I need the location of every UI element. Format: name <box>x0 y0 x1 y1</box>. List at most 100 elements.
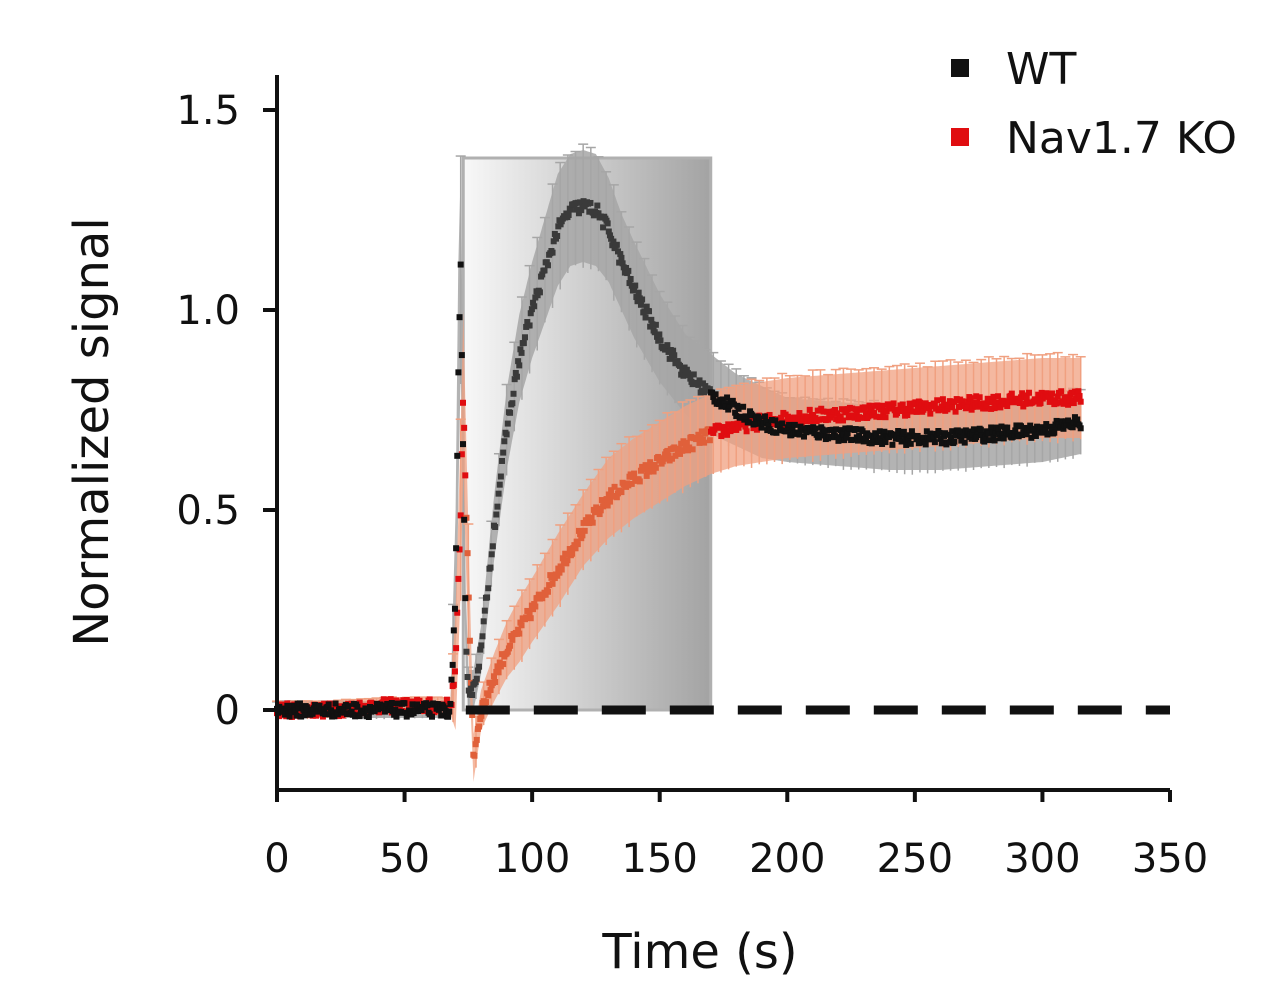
data-point-ko <box>416 697 423 704</box>
data-point-ko <box>866 402 873 409</box>
data-point-ko <box>750 425 757 432</box>
data-point-wt <box>842 425 849 432</box>
data-point-wt <box>937 435 944 442</box>
data-point-wt <box>488 551 495 558</box>
data-point-ko <box>920 406 927 413</box>
data-point-ko <box>562 550 569 557</box>
data-point-ko <box>868 405 875 412</box>
data-point-wt <box>520 340 527 347</box>
data-point-wt <box>986 437 993 444</box>
data-point-wt <box>996 431 1003 438</box>
data-point-wt <box>960 432 967 439</box>
data-point-wt <box>446 708 453 715</box>
data-point-ko <box>815 416 822 423</box>
data-point-wt <box>479 633 486 640</box>
data-point-ko <box>1005 399 1012 406</box>
data-point-wt <box>789 426 796 433</box>
data-point-ko <box>734 420 741 427</box>
data-point-wt <box>356 713 363 720</box>
data-point-wt <box>957 433 964 440</box>
data-point-ko <box>535 591 542 598</box>
data-point-ko <box>647 459 654 466</box>
data-point-ko <box>730 421 737 428</box>
data-point-wt <box>719 396 726 403</box>
data-point-ko <box>450 681 457 688</box>
data-point-wt <box>1043 421 1050 428</box>
data-point-wt <box>544 262 551 269</box>
data-point-wt <box>513 373 520 380</box>
data-point-wt <box>501 438 508 445</box>
data-point-wt <box>837 427 844 434</box>
data-point-wt <box>448 676 455 683</box>
data-point-wt <box>959 428 966 435</box>
data-point-wt <box>773 429 780 436</box>
data-point-wt <box>567 206 574 213</box>
data-point-ko <box>668 455 675 462</box>
data-point-wt <box>761 413 768 420</box>
data-point-ko <box>598 497 605 504</box>
data-point-ko <box>959 398 966 405</box>
data-point-ko <box>515 626 522 633</box>
data-point-wt <box>595 210 602 217</box>
data-point-ko <box>657 455 664 462</box>
data-point-wt <box>765 422 772 429</box>
data-point-wt <box>365 713 372 720</box>
data-point-wt <box>885 434 892 441</box>
data-point-ko <box>742 423 749 430</box>
data-point-wt <box>504 420 511 427</box>
data-point-ko <box>387 696 394 703</box>
data-point-wt <box>869 436 876 443</box>
data-point-ko <box>944 406 951 413</box>
data-point-ko <box>566 546 573 553</box>
data-point-wt <box>494 503 501 510</box>
data-point-ko <box>890 400 897 407</box>
data-point-ko <box>453 645 460 652</box>
data-point-ko <box>834 410 841 417</box>
data-point-wt <box>879 440 886 447</box>
data-point-wt <box>743 413 750 420</box>
data-point-ko <box>696 439 703 446</box>
data-point-ko <box>934 397 941 404</box>
data-point-ko <box>461 424 468 431</box>
data-point-wt <box>1077 425 1084 432</box>
data-point-ko <box>457 512 464 519</box>
data-point-wt <box>531 303 538 310</box>
data-point-wt <box>846 425 853 432</box>
data-point-wt <box>968 435 975 442</box>
data-point-wt <box>503 431 510 438</box>
legend-label-ko: Nav1.7 KO <box>1006 113 1237 164</box>
data-point-wt <box>1057 424 1064 431</box>
data-point-wt <box>920 434 927 441</box>
data-point-ko <box>482 699 489 706</box>
data-point-ko <box>1060 400 1067 407</box>
data-point-ko <box>796 410 803 417</box>
data-point-ko <box>865 413 872 420</box>
data-point-wt <box>931 439 938 446</box>
data-point-wt <box>643 303 650 310</box>
data-point-ko <box>974 399 981 406</box>
data-point-wt <box>468 685 475 692</box>
data-point-ko <box>912 399 919 406</box>
data-point-wt <box>447 700 454 707</box>
data-point-wt <box>510 390 517 397</box>
data-point-ko <box>571 542 578 549</box>
data-point-wt <box>914 432 921 439</box>
data-point-wt <box>942 430 949 437</box>
data-point-wt <box>298 713 305 720</box>
data-point-wt <box>908 428 915 435</box>
data-point-ko <box>1034 396 1041 403</box>
data-point-ko <box>810 412 817 419</box>
x-tick-label: 150 <box>622 836 698 882</box>
data-point-wt <box>734 402 741 409</box>
data-point-wt <box>332 700 339 707</box>
data-point-ko <box>564 557 571 564</box>
data-point-ko <box>876 414 883 421</box>
data-point-ko <box>701 439 708 446</box>
data-point-ko <box>643 472 650 479</box>
data-point-wt <box>481 607 488 614</box>
data-point-wt <box>791 421 798 428</box>
data-point-wt <box>340 709 347 716</box>
data-point-ko <box>686 444 693 451</box>
data-point-wt <box>930 434 937 441</box>
data-point-ko <box>546 582 553 589</box>
